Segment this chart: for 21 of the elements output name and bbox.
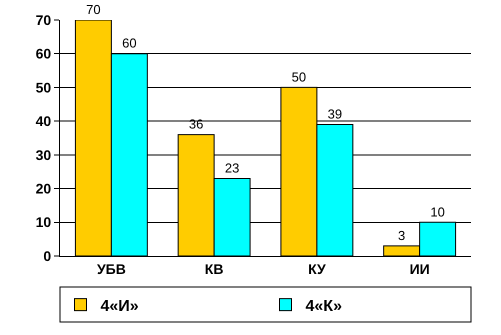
data-label: 70 <box>86 2 101 17</box>
y-tick-label: 60 <box>36 46 52 62</box>
legend-label: 4«К» <box>306 298 342 315</box>
data-label: 23 <box>224 160 240 176</box>
y-tick-label: 40 <box>36 113 52 130</box>
data-label: 50 <box>292 69 306 84</box>
x-tick-label: ИИ <box>410 260 430 277</box>
legend-label: 4«И» <box>100 298 139 315</box>
x-tick-label: КУ <box>308 260 326 277</box>
y-tick-label: 10 <box>36 214 52 230</box>
data-label: 60 <box>122 36 137 51</box>
x-tick-label: КВ <box>204 260 224 277</box>
y-tick-label: 0 <box>43 248 52 264</box>
y-tick-label: 30 <box>36 146 52 163</box>
data-label: 3 <box>398 228 406 243</box>
y-tick-label: 20 <box>36 180 52 196</box>
y-tick-label: 50 <box>36 79 52 96</box>
data-label: 39 <box>328 106 342 122</box>
y-tick-label: 70 <box>36 12 52 28</box>
data-label: 10 <box>430 204 445 220</box>
x-tick-label: УБВ <box>96 260 126 277</box>
